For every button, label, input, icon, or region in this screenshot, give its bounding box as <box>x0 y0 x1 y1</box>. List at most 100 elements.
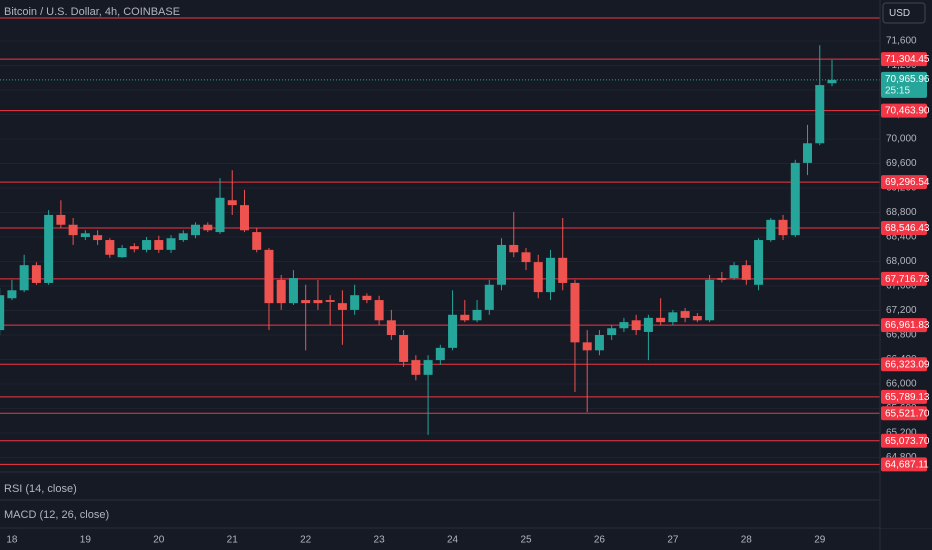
level-label-box <box>881 457 927 472</box>
level-label: 65,521.70 <box>885 408 930 419</box>
x-tick-label: 29 <box>814 535 826 546</box>
x-tick-label: 18 <box>6 535 18 546</box>
candle-body <box>215 197 225 233</box>
candle-body <box>521 252 531 263</box>
candle-body <box>790 162 800 236</box>
candle-body <box>227 200 237 206</box>
x-tick-label: 25 <box>520 535 532 546</box>
x-tick-label: 24 <box>447 535 459 546</box>
candle-body <box>386 320 396 335</box>
candle-body <box>705 279 715 321</box>
candle-body <box>129 246 139 250</box>
candle-body <box>815 85 825 144</box>
y-tick-label: 66,800 <box>886 330 917 341</box>
candle-body <box>729 265 739 279</box>
currency-box[interactable] <box>882 2 926 24</box>
candle-body <box>325 300 335 302</box>
candle-body <box>484 284 494 310</box>
candle-body <box>362 295 372 301</box>
x-tick-label: 28 <box>741 535 753 546</box>
candle-body <box>545 257 555 293</box>
candle-body <box>301 300 311 304</box>
candle-body <box>497 244 507 285</box>
candle-body <box>166 238 176 250</box>
candle-body <box>68 224 78 236</box>
candle-body <box>558 257 568 283</box>
candle-body <box>19 265 29 291</box>
candle-body <box>423 360 433 375</box>
indicator-label[interactable]: RSI (14, close) <box>4 483 77 495</box>
candle-body <box>717 278 727 280</box>
candle-body <box>448 314 458 348</box>
candle-body <box>105 240 115 255</box>
y-tick-label: 67,200 <box>886 305 917 316</box>
level-label-box <box>881 357 927 372</box>
candle-body <box>766 219 776 241</box>
candle-body <box>276 279 286 304</box>
x-tick-label: 19 <box>80 535 92 546</box>
currency: USD <box>889 8 910 19</box>
candle-body <box>741 265 751 280</box>
candle-body <box>117 248 127 258</box>
level-label: 69,296.54 <box>885 177 930 188</box>
candle-body <box>803 143 813 163</box>
candle-body <box>533 262 543 293</box>
level-label-box <box>881 175 927 190</box>
candle-body <box>582 342 592 351</box>
candle-body <box>435 347 445 361</box>
candle-body <box>288 278 298 304</box>
level-label-box <box>881 389 927 404</box>
level-label: 66,961.83 <box>885 320 930 331</box>
level-label: 70,463.90 <box>885 106 930 117</box>
countdown-label: 25:15 <box>885 85 910 96</box>
chart-title: Bitcoin / U.S. Dollar, 4h, COINBASE <box>4 6 180 18</box>
candle-body <box>594 334 604 351</box>
level-label: 66,323.09 <box>885 359 930 370</box>
level-label: 71,304.45 <box>885 54 930 65</box>
level-label: 68,546.43 <box>885 223 930 234</box>
current-price-label: 70,965.96 <box>885 74 930 85</box>
level-label-box <box>881 52 927 67</box>
candle-body <box>31 265 41 283</box>
candle-body <box>570 282 580 343</box>
candle-body <box>607 328 617 335</box>
candle-body <box>178 233 188 241</box>
candle-body <box>631 320 641 331</box>
candle-body <box>203 224 213 231</box>
candle-body <box>191 224 201 236</box>
candle-body <box>460 314 470 321</box>
level-label-box <box>881 406 927 421</box>
candle-body <box>80 233 90 237</box>
candle-body <box>643 317 653 332</box>
x-tick-label: 21 <box>227 535 239 546</box>
candle-body <box>154 240 164 250</box>
level-label-box <box>881 221 927 236</box>
candle-body <box>142 240 152 250</box>
y-tick-label: 68,400 <box>886 232 917 243</box>
level-label-box <box>881 271 927 286</box>
candle-body <box>472 309 482 321</box>
y-tick-label: 67,600 <box>886 281 917 292</box>
candle-body <box>0 295 5 331</box>
candle-body <box>337 303 347 310</box>
grid-layer <box>0 40 880 459</box>
candle-body <box>44 214 54 283</box>
x-tick-label: 23 <box>374 535 386 546</box>
candle-body <box>827 79 837 84</box>
candle-body <box>619 322 629 329</box>
candle-body <box>399 334 409 362</box>
candle-body <box>239 205 249 231</box>
candle-body <box>56 214 66 225</box>
candle-body <box>778 219 788 236</box>
y-tick-label: 65,200 <box>886 428 917 439</box>
x-tick-label: 22 <box>300 535 312 546</box>
candle-body <box>509 244 519 253</box>
y-tick-label: 69,600 <box>886 158 917 169</box>
y-tick-label: 71,600 <box>886 36 917 47</box>
candle-body <box>93 235 103 241</box>
current-price-box <box>881 71 927 98</box>
y-tick-label: 68,800 <box>886 207 917 218</box>
indicator-label[interactable]: MACD (12, 26, close) <box>4 509 109 521</box>
